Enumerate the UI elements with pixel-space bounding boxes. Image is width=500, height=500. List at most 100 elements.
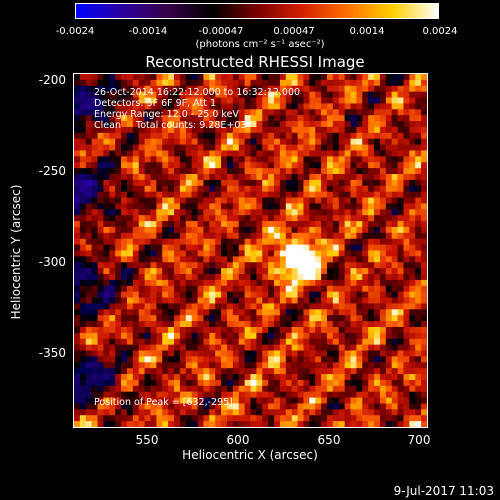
image-pixel [356, 350, 363, 357]
image-pixel [209, 162, 216, 169]
image-pixel [268, 226, 275, 234]
image-pixel [174, 356, 181, 363]
image-pixel [374, 256, 381, 263]
image-pixel [268, 197, 275, 204]
image-pixel [215, 321, 222, 328]
image-pixel [315, 262, 322, 269]
image-pixel [209, 391, 216, 398]
image-pixel [97, 268, 104, 275]
image-pixel [215, 291, 222, 298]
image-pixel [397, 150, 404, 157]
image-pixel [409, 103, 416, 110]
image-pixel [221, 291, 228, 298]
image-pixel [226, 203, 234, 210]
image-pixel [121, 309, 128, 316]
image-pixel [221, 403, 228, 410]
image-pixel [268, 379, 275, 387]
image-pixel [215, 109, 222, 116]
image-pixel [338, 326, 346, 334]
image-pixel [397, 126, 404, 134]
image-pixel [168, 385, 175, 393]
image-pixel [126, 121, 134, 128]
image-pixel [356, 138, 363, 145]
image-pixel [321, 168, 328, 175]
image-pixel [326, 209, 334, 216]
image-pixel [174, 132, 181, 140]
image-pixel [350, 109, 357, 116]
image-pixel [385, 74, 393, 81]
image-pixel [250, 191, 257, 198]
image-pixel [115, 215, 122, 222]
image-pixel [144, 132, 151, 140]
image-pixel [179, 138, 187, 145]
image-pixel [321, 344, 328, 351]
image-pixel [115, 397, 122, 404]
image-pixel [397, 350, 404, 357]
image-pixel [79, 244, 87, 251]
image-pixel [309, 126, 316, 134]
image-pixel [126, 232, 134, 240]
image-pixel [232, 156, 240, 163]
image-pixel [115, 321, 122, 328]
image-pixel [279, 368, 287, 375]
image-pixel [338, 185, 346, 193]
image-pixel [85, 303, 93, 310]
image-pixel [403, 132, 410, 140]
image-pixel [226, 162, 234, 169]
image-pixel [250, 338, 257, 346]
image-pixel [379, 268, 387, 275]
image-pixel [332, 191, 340, 198]
image-pixel [103, 179, 110, 187]
image-pixel [138, 74, 145, 81]
image-pixel [109, 274, 116, 281]
image-pixel [197, 138, 204, 145]
image-pixel [262, 421, 269, 427]
image-pixel [203, 103, 210, 110]
image-pixel [85, 285, 93, 293]
image-pixel [397, 91, 404, 98]
image-pixel [221, 238, 228, 246]
image-pixel [103, 221, 110, 228]
image-pixel [115, 285, 122, 293]
image-pixel [185, 156, 193, 163]
plot-title: Reconstructed RHESSI Image [145, 53, 365, 71]
image-pixel [79, 321, 87, 328]
image-pixel [356, 338, 363, 346]
image-pixel [168, 179, 175, 187]
image-pixel [238, 197, 246, 204]
image-pixel [203, 191, 210, 198]
image-pixel [326, 350, 334, 357]
image-pixel [409, 397, 416, 404]
image-pixel [385, 291, 393, 298]
image-pixel [421, 179, 427, 187]
image-pixel [403, 191, 410, 198]
image-pixel [385, 350, 393, 357]
image-pixel [179, 315, 187, 322]
image-pixel [415, 303, 422, 310]
image-pixel [79, 303, 87, 310]
image-pixel [415, 162, 422, 169]
image-pixel [332, 374, 340, 381]
image-pixel [262, 115, 269, 122]
image-pixel [421, 91, 427, 98]
image-pixel [285, 168, 293, 175]
image-pixel [232, 274, 240, 281]
image-pixel [156, 144, 163, 151]
image-pixel [303, 185, 310, 193]
image-pixel [185, 203, 193, 210]
image-pixel [138, 309, 145, 316]
image-pixel [215, 421, 222, 427]
image-pixel [350, 203, 357, 210]
image-pixel [344, 191, 351, 198]
image-pixel [362, 309, 369, 316]
image-pixel [415, 244, 422, 251]
image-pixel [238, 362, 246, 369]
image-pixel [156, 97, 163, 104]
image-pixel [397, 103, 404, 110]
image-pixel [215, 179, 222, 187]
image-pixel [403, 291, 410, 298]
image-pixel [97, 121, 104, 128]
image-pixel [238, 262, 246, 269]
image-pixel [262, 79, 269, 87]
image-pixel [315, 421, 322, 427]
